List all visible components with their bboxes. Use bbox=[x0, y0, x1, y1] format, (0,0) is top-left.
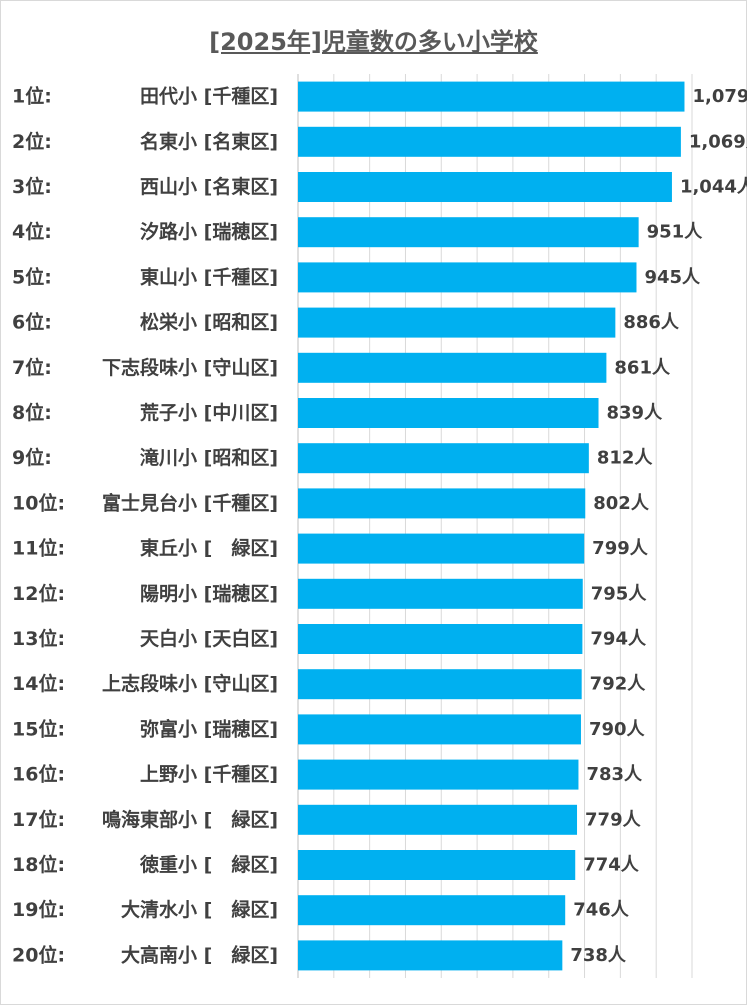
category-label: 徳重小 [ 緑区] bbox=[139, 853, 278, 876]
data-label: 746人 bbox=[573, 900, 630, 921]
bar bbox=[298, 578, 583, 609]
bar bbox=[298, 262, 637, 293]
bar bbox=[298, 533, 585, 564]
category-label: 滝川小 [昭和区] bbox=[140, 446, 278, 469]
data-label: 783人 bbox=[586, 764, 643, 785]
data-label: 799人 bbox=[592, 538, 649, 559]
category-label: 名東小 [名東区] bbox=[140, 130, 278, 153]
category-label: 荒子小 [中川区] bbox=[140, 401, 278, 424]
bar bbox=[298, 398, 599, 428]
rank-label: 7位: bbox=[12, 356, 52, 379]
category-label: 東山小 [千種区] bbox=[140, 265, 278, 288]
data-label: 790人 bbox=[589, 719, 646, 740]
rank-label: 15位: bbox=[12, 717, 65, 740]
category-label: 陽明小 [瑞穂区] bbox=[140, 582, 278, 605]
rank-label: 8位: bbox=[12, 401, 52, 424]
data-label: 812人 bbox=[597, 448, 654, 469]
category-label: 弥富小 [瑞穂区] bbox=[140, 717, 278, 740]
category-label: 汐路小 [瑞穂区] bbox=[140, 220, 278, 243]
category-label: 東丘小 [ 緑区] bbox=[140, 537, 278, 560]
rank-label: 4位: bbox=[12, 220, 52, 243]
data-label: 839人 bbox=[607, 403, 664, 424]
bar bbox=[298, 850, 576, 880]
data-label: 792人 bbox=[590, 674, 647, 695]
rank-label: 11位: bbox=[12, 537, 65, 560]
category-label: 大清水小 [ 緑区] bbox=[121, 898, 278, 921]
rank-label: 6位: bbox=[12, 311, 52, 334]
bar bbox=[298, 804, 578, 835]
rank-label: 1位: bbox=[12, 85, 52, 108]
data-label: 774人 bbox=[583, 855, 640, 876]
rank-label: 18位: bbox=[12, 853, 65, 876]
rank-label: 5位: bbox=[12, 265, 52, 288]
bar bbox=[298, 443, 589, 474]
bar bbox=[298, 81, 685, 112]
category-label: 鳴海東部小 [ 緑区] bbox=[102, 808, 278, 831]
data-label: 779人 bbox=[585, 809, 642, 830]
bar bbox=[298, 669, 582, 700]
rank-label: 19位: bbox=[12, 898, 65, 921]
bar bbox=[298, 624, 583, 654]
rank-label: 9位: bbox=[12, 446, 52, 469]
category-label: 田代小 [千種区] bbox=[140, 86, 278, 108]
rank-label: 3位: bbox=[12, 175, 52, 198]
bar bbox=[298, 488, 586, 519]
data-label: 738人 bbox=[570, 945, 627, 966]
data-label: 1,069人 bbox=[689, 131, 747, 152]
data-label: 795人 bbox=[591, 583, 648, 604]
category-label: 大高南小 [ 緑区] bbox=[121, 943, 278, 966]
category-label: 松栄小 [昭和区] bbox=[140, 311, 278, 334]
rank-label: 12位: bbox=[12, 582, 65, 605]
data-label: 802人 bbox=[593, 493, 650, 514]
rank-label: 16位: bbox=[12, 763, 65, 786]
rank-label: 10位: bbox=[12, 491, 65, 514]
category-label: 上志段味小 [守山区] bbox=[102, 672, 278, 695]
data-label: 886人 bbox=[623, 312, 680, 333]
bar bbox=[298, 352, 607, 383]
category-label: 富士見台小 [千種区] bbox=[102, 491, 278, 514]
data-label: 1,044人 bbox=[680, 177, 747, 198]
category-label: 西山小 [名東区] bbox=[140, 175, 278, 198]
category-label: 天白小 [天白区] bbox=[140, 627, 278, 650]
category-label: 上野小 [千種区] bbox=[140, 764, 278, 786]
rank-label: 17位: bbox=[12, 808, 65, 831]
rank-label: 14位: bbox=[12, 672, 65, 695]
rank-label: 13位: bbox=[12, 627, 65, 650]
bar bbox=[298, 126, 681, 157]
bar bbox=[298, 714, 581, 745]
bar bbox=[298, 940, 563, 971]
rank-label: 2位: bbox=[12, 130, 52, 153]
bar bbox=[298, 172, 672, 202]
bar bbox=[298, 895, 566, 926]
bar bbox=[298, 307, 616, 338]
data-label: 861人 bbox=[614, 357, 671, 378]
data-label: 945人 bbox=[644, 267, 701, 288]
category-label: 下志段味小 [守山区] bbox=[102, 356, 278, 379]
chart-title: [2025年]児童数の多い小学校 bbox=[209, 28, 538, 56]
rank-label: 20位: bbox=[12, 943, 65, 966]
data-label: 951人 bbox=[647, 222, 704, 243]
data-label: 1,079人 bbox=[692, 86, 747, 107]
bar bbox=[298, 759, 579, 790]
bar bbox=[298, 217, 639, 248]
data-label: 794人 bbox=[590, 629, 647, 650]
